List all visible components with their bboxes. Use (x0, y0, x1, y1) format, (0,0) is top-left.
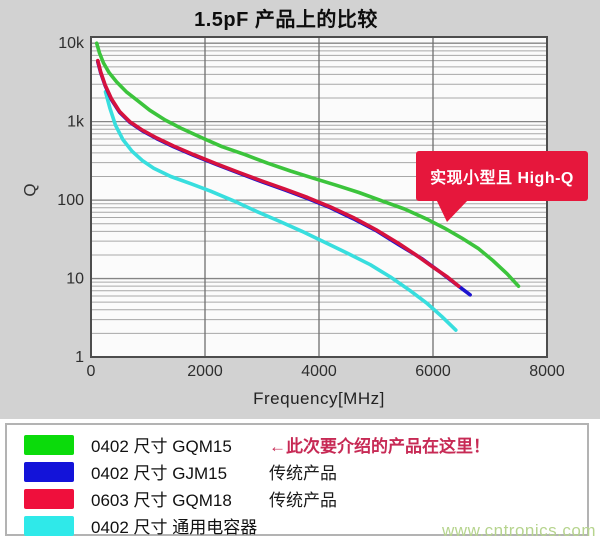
curve-4 (103, 90, 458, 332)
chart-title: 1.5pF 产品上的比较 (194, 9, 378, 31)
x-tick-label: 4000 (301, 363, 337, 380)
y-tick-label: 1k (67, 114, 85, 131)
legend-item: 0402 尺寸 通用电容器 (24, 513, 587, 538)
watermark: www.cntronics.com (442, 521, 596, 540)
legend-item-note: ←此次要介绍的产品在这里！ (269, 437, 490, 456)
callout-tail-pointer (436, 199, 469, 222)
legend-item-label: 0402 尺寸 通用电容器 (91, 518, 258, 537)
y-axis-label: Q (20, 183, 40, 197)
y-tick-label: 10 (66, 271, 84, 288)
legend-item: 0402 尺寸 GQM15 ←此次要介绍的产品在这里！ (24, 432, 587, 457)
highq-callout-text: 实现小型且 High-Q (430, 170, 574, 187)
y-tick-label: 1 (75, 349, 84, 366)
legend-item-label: 0402 尺寸 GQM15 (91, 437, 232, 456)
legend-item-note: 传统产品 (269, 491, 337, 510)
legend-item: 0603 尺寸 GQM18 传统产品 (24, 486, 587, 511)
x-tick-label: 2000 (187, 363, 223, 380)
y-tick-label: 100 (57, 192, 84, 209)
y-tick-label: 10k (58, 35, 85, 52)
legend-color-swatch (24, 461, 74, 482)
legend-item: 0402 尺寸 GJM15 传统产品 (24, 459, 587, 484)
legend-color-swatch (24, 434, 74, 455)
curve-1 (94, 41, 521, 288)
legend-item-label: 0603 尺寸 GQM18 (91, 491, 232, 510)
legend-item-label: 0402 尺寸 GJM15 (91, 464, 228, 483)
legend-item-note: 传统产品 (269, 464, 337, 483)
highq-callout: 实现小型且 High-Q (416, 151, 588, 222)
x-axis-label: Frequency[MHz] (253, 389, 385, 408)
x-tick-label: 8000 (529, 363, 565, 380)
curve-3 (96, 58, 461, 288)
legend-color-swatch (24, 488, 74, 509)
x-tick-label: 6000 (415, 363, 451, 380)
x-tick-label: 0 (87, 363, 96, 380)
q-vs-frequency-chart: 0 2000 4000 6000 8000 1 10 100 1k 10k (57, 35, 565, 380)
legend-color-swatch (24, 515, 74, 536)
legend: 0402 尺寸 GQM15 ←此次要介绍的产品在这里！ 0402 尺寸 GJM15 传… (5, 423, 589, 538)
